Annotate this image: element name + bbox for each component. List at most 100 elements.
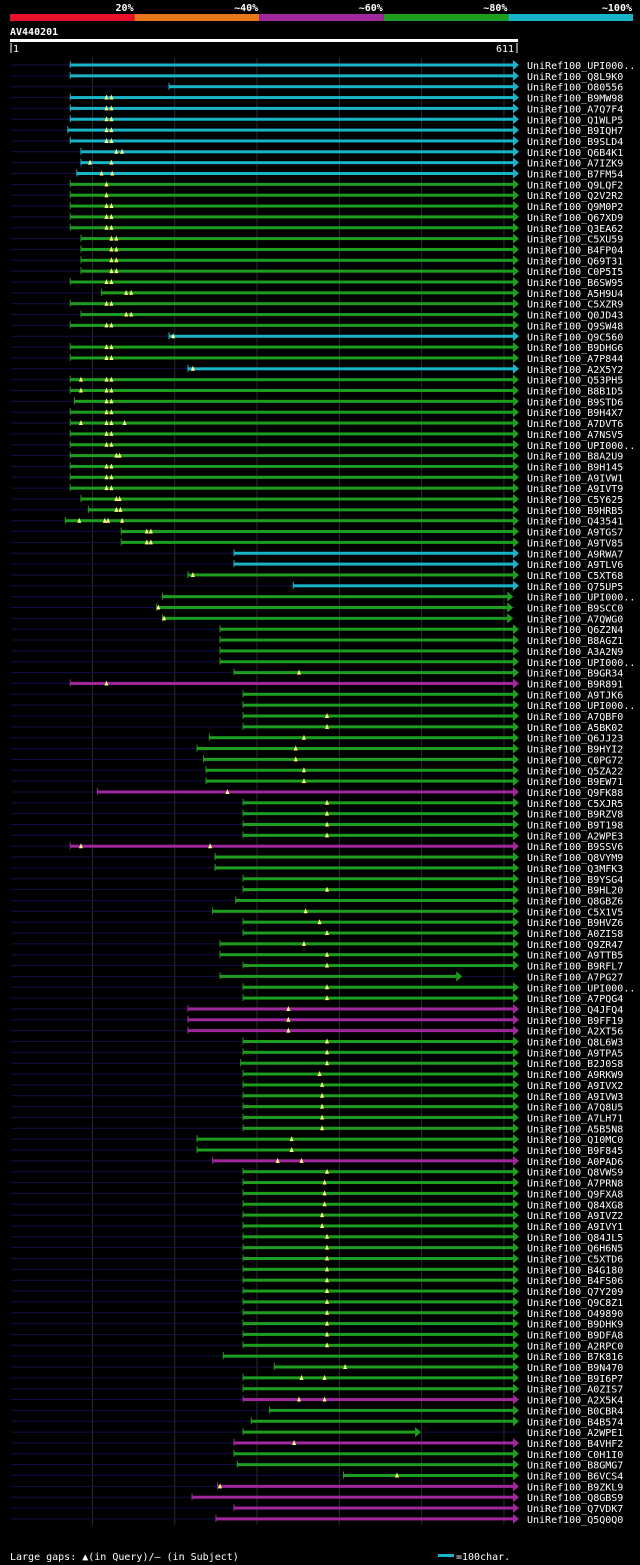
hit-alignment-bar[interactable] — [243, 1126, 513, 1130]
hit-label[interactable]: UniRef100_Q8L6W3 — [527, 1038, 623, 1049]
hit-row[interactable]: UniRef100_O80556 — [11, 81, 623, 94]
hit-label[interactable]: UniRef100_C0PG72 — [527, 755, 623, 766]
hit-row[interactable]: UniRef100_Q1WLP5 — [11, 114, 623, 126]
hit-alignment-bar[interactable] — [70, 421, 514, 425]
hit-row[interactable]: UniRef100_A9TJK6 — [11, 689, 623, 701]
hit-alignment-bar[interactable] — [293, 584, 513, 588]
hit-row[interactable]: UniRef100_A7IZK9 — [11, 157, 623, 170]
hit-label[interactable]: UniRef100_A2RPC0 — [527, 1341, 623, 1352]
hit-row[interactable]: UniRef100_Q9SW48 — [11, 320, 623, 332]
hit-alignment-bar[interactable] — [187, 1029, 513, 1033]
hit-label[interactable]: UniRef100_B9FF19 — [527, 1016, 623, 1027]
hit-row[interactable]: UniRef100_A7DVT6 — [11, 418, 623, 430]
hit-label[interactable]: UniRef100_A2WPE1 — [527, 1428, 623, 1439]
hit-row[interactable]: UniRef100_B8AGZ1 — [11, 635, 623, 647]
hit-label[interactable]: UniRef100_B6SW95 — [527, 278, 623, 289]
hit-alignment-bar[interactable] — [187, 1018, 513, 1022]
hit-label[interactable]: UniRef100_C0H1I0 — [527, 1450, 623, 1461]
hit-row[interactable]: UniRef100_B9HYI2 — [11, 743, 623, 756]
hit-alignment-bar[interactable] — [243, 703, 513, 707]
hit-label[interactable]: UniRef100_A2XT56 — [527, 1027, 623, 1038]
hit-row[interactable]: UniRef100_Q9FXA8 — [11, 1188, 623, 1200]
hit-alignment-bar[interactable] — [234, 1506, 514, 1510]
hit-row[interactable]: UniRef100_A2WPE3 — [11, 830, 623, 842]
hit-label[interactable]: UniRef100_Q9FXA8 — [527, 1189, 623, 1200]
hit-label[interactable]: UniRef100_B9ZKL9 — [527, 1482, 623, 1493]
hit-alignment-bar[interactable] — [187, 367, 513, 371]
hit-alignment-bar[interactable] — [192, 1495, 513, 1499]
hit-alignment-bar[interactable] — [234, 551, 514, 555]
hit-row[interactable]: UniRef100_Q8L6W3 — [11, 1036, 623, 1049]
hit-row[interactable]: UniRef100_Q69T31 — [11, 255, 623, 267]
hit-label[interactable]: UniRef100_Q4JFQ4 — [527, 1005, 623, 1016]
hit-row[interactable]: UniRef100_A9IVZ2 — [11, 1210, 623, 1222]
hit-alignment-bar[interactable] — [220, 649, 513, 653]
hit-label[interactable]: UniRef100_Q8GBZ6 — [527, 896, 623, 907]
hit-row[interactable]: UniRef100_B8B1D5 — [11, 385, 623, 398]
hit-row[interactable]: UniRef100_Q2V2R2 — [11, 190, 623, 202]
hit-alignment-bar[interactable] — [206, 768, 513, 772]
hit-alignment-bar[interactable] — [76, 172, 514, 175]
hit-row[interactable]: UniRef100_B9HRB5 — [11, 504, 623, 517]
hit-alignment-bar[interactable] — [121, 540, 513, 544]
hit-row[interactable]: UniRef100_B9H145 — [11, 461, 623, 473]
hit-row[interactable]: UniRef100_A9TLV6 — [11, 559, 623, 571]
hit-alignment-bar[interactable] — [80, 269, 514, 273]
hit-row[interactable]: UniRef100_UPI000.. — [11, 982, 635, 994]
hit-row[interactable]: UniRef100_Q8VYM9 — [11, 852, 623, 864]
hit-alignment-bar[interactable] — [243, 1094, 513, 1098]
hit-alignment-bar[interactable] — [187, 573, 513, 577]
hit-alignment-bar[interactable] — [243, 920, 513, 924]
hit-row[interactable]: UniRef100_Q75UP5 — [11, 580, 623, 593]
hit-row[interactable]: UniRef100_Q84XG8 — [11, 1199, 623, 1211]
hit-label[interactable]: UniRef100_Q43541 — [527, 517, 623, 528]
hit-alignment-bar[interactable] — [215, 866, 513, 870]
hit-label[interactable]: UniRef100_B9F845 — [527, 1146, 623, 1157]
hit-label[interactable]: UniRef100_B9HL20 — [527, 886, 623, 897]
hit-label[interactable]: UniRef100_B9EW71 — [527, 777, 623, 788]
hit-row[interactable]: UniRef100_C5XJR5 — [11, 797, 623, 810]
hit-row[interactable]: UniRef100_B9SSV6 — [11, 841, 623, 853]
hit-label[interactable]: UniRef100_O80556 — [527, 83, 623, 94]
hit-alignment-bar[interactable] — [97, 790, 513, 794]
hit-alignment-bar[interactable] — [80, 161, 514, 165]
hit-row[interactable]: UniRef100_A9TTB5 — [11, 949, 623, 962]
hit-alignment-bar[interactable] — [251, 1419, 513, 1423]
hit-alignment-bar[interactable] — [70, 844, 514, 848]
hit-row[interactable]: UniRef100_B9GR34 — [11, 667, 623, 680]
hit-label[interactable]: UniRef100_Q8L9K0 — [527, 72, 623, 83]
hit-alignment-bar[interactable] — [70, 356, 514, 360]
hit-row[interactable]: UniRef100_Q9FK88 — [11, 786, 623, 799]
hit-label[interactable]: UniRef100_C5X1V5 — [527, 907, 623, 918]
hit-label[interactable]: UniRef100_B9DFA8 — [527, 1330, 623, 1341]
hit-row[interactable]: UniRef100_B9IQH7 — [11, 125, 623, 137]
hit-label[interactable]: UniRef100_Q3EA62 — [527, 224, 623, 235]
hit-row[interactable]: UniRef100_A9TV85 — [11, 537, 623, 549]
hit-alignment-bar[interactable] — [240, 1061, 513, 1065]
hit-label[interactable]: UniRef100_B8A2U9 — [527, 452, 623, 463]
hit-row[interactable]: UniRef100_B9MW98 — [11, 92, 623, 105]
hit-alignment-bar[interactable] — [243, 1083, 513, 1087]
hit-label[interactable]: UniRef100_Q10MC0 — [527, 1135, 623, 1146]
hit-label[interactable]: UniRef100_C5Y625 — [527, 495, 623, 506]
hit-label[interactable]: UniRef100_Q6JJ23 — [527, 734, 623, 745]
hit-row[interactable]: UniRef100_A7PG27 — [11, 971, 623, 983]
hit-label[interactable]: UniRef100_A9IVW1 — [527, 473, 623, 484]
hit-row[interactable]: UniRef100_Q67XD9 — [11, 211, 623, 224]
hit-alignment-bar[interactable] — [243, 1387, 513, 1391]
hit-row[interactable]: UniRef100_Q3MFK3 — [11, 862, 623, 875]
hit-alignment-bar[interactable] — [169, 334, 513, 338]
hit-row[interactable]: UniRef100_A9IVX2 — [11, 1079, 623, 1092]
hit-alignment-bar[interactable] — [70, 432, 514, 436]
hit-row[interactable]: UniRef100_A7P844 — [11, 352, 623, 365]
hit-label[interactable]: UniRef100_A9TV85 — [527, 538, 623, 549]
hit-alignment-bar[interactable] — [243, 801, 513, 805]
hit-alignment-bar[interactable] — [70, 410, 514, 414]
hit-row[interactable]: UniRef100_B9HL20 — [11, 884, 623, 897]
hit-label[interactable]: UniRef100_B9DHG6 — [527, 343, 623, 354]
hit-alignment-bar[interactable] — [80, 150, 514, 154]
hit-alignment-bar[interactable] — [243, 1202, 513, 1206]
hit-row[interactable]: UniRef100_Q9M0P2 — [11, 201, 623, 213]
hit-row[interactable]: UniRef100_B9T198 — [11, 819, 623, 832]
hit-row[interactable]: UniRef100_B9RFL7 — [11, 960, 623, 973]
